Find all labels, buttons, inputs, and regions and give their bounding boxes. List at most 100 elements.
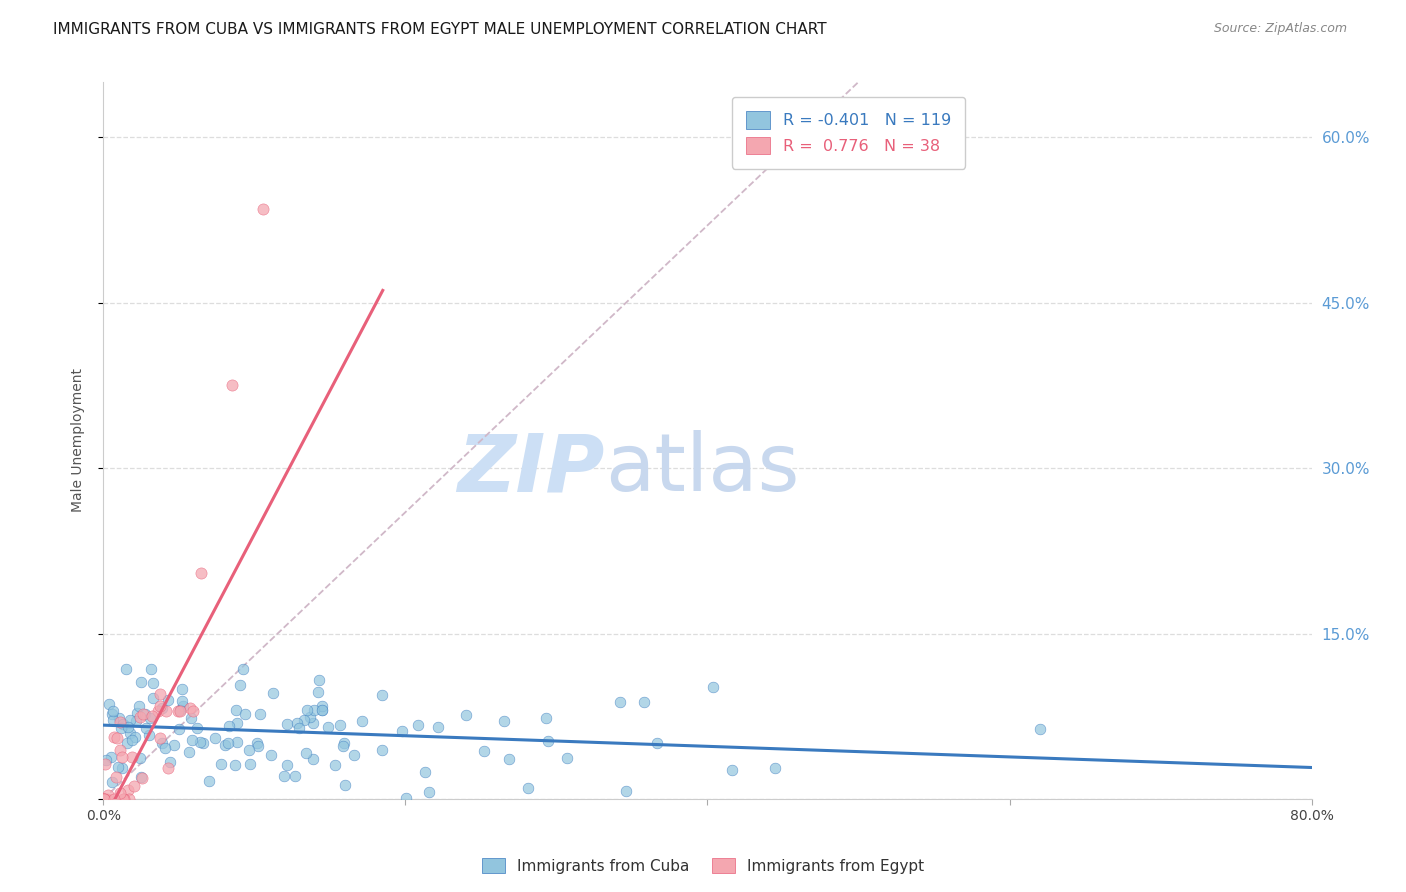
Point [283, 769, 305, 783]
Point [332, 739, 354, 753]
Point [517, 780, 540, 795]
Point [413, 765, 436, 780]
Point [276, 757, 298, 772]
Point [226, 716, 249, 731]
Point [153, 741, 176, 756]
Point [249, 706, 271, 721]
Point [183, 704, 205, 718]
Point [352, 714, 374, 728]
Point [537, 733, 560, 747]
Point [148, 704, 170, 718]
Point [155, 704, 177, 718]
Point [104, 770, 127, 784]
Point [218, 719, 240, 733]
Point [107, 760, 129, 774]
Point [121, 750, 143, 764]
Point [141, 708, 163, 723]
Point [190, 566, 212, 580]
Point [141, 662, 163, 676]
Point [229, 677, 252, 691]
Point [118, 792, 141, 806]
Point [1029, 722, 1052, 736]
Point [150, 736, 173, 750]
Point [294, 746, 316, 760]
Point [316, 720, 339, 734]
Point [132, 706, 155, 721]
Point [149, 731, 172, 745]
Point [150, 700, 173, 714]
Point [333, 778, 356, 792]
Point [128, 698, 150, 713]
Point [115, 662, 138, 676]
Point [418, 785, 440, 799]
Point [721, 764, 744, 778]
Point [117, 783, 139, 797]
Point [702, 681, 724, 695]
Point [245, 736, 267, 750]
Text: atlas: atlas [605, 430, 799, 508]
Point [135, 721, 157, 735]
Point [273, 768, 295, 782]
Point [127, 706, 149, 720]
Point [370, 688, 392, 702]
Point [129, 771, 152, 785]
Point [311, 703, 333, 717]
Point [239, 757, 262, 772]
Point [108, 743, 131, 757]
Point [97, 697, 120, 711]
Point [285, 715, 308, 730]
Point [108, 786, 131, 800]
Point [198, 774, 221, 789]
Point [209, 757, 232, 772]
Point [103, 792, 125, 806]
Point [128, 710, 150, 724]
Point [307, 685, 329, 699]
Point [221, 378, 243, 392]
Point [472, 744, 495, 758]
Point [93, 792, 115, 806]
Point [94, 792, 117, 806]
Point [101, 704, 124, 718]
Point [456, 708, 478, 723]
Y-axis label: Male Unemployment: Male Unemployment [72, 368, 86, 513]
Point [93, 792, 115, 806]
Point [156, 692, 179, 706]
Point [105, 731, 128, 745]
Point [128, 751, 150, 765]
Point [163, 738, 186, 752]
Point [180, 711, 202, 725]
Point [111, 761, 134, 775]
Point [224, 757, 246, 772]
Point [311, 703, 333, 717]
Point [169, 722, 191, 736]
Point [120, 725, 142, 739]
Point [101, 714, 124, 728]
Point [494, 714, 516, 729]
Point [122, 779, 145, 793]
Legend: Immigrants from Cuba, Immigrants from Egypt: Immigrants from Cuba, Immigrants from Eg… [475, 852, 931, 880]
Point [406, 718, 429, 732]
Point [169, 703, 191, 717]
Point [534, 711, 557, 725]
Point [172, 699, 194, 714]
Point [232, 663, 254, 677]
Point [498, 751, 520, 765]
Point [138, 729, 160, 743]
Point [169, 704, 191, 718]
Point [101, 706, 124, 721]
Point [125, 714, 148, 728]
Point [252, 202, 274, 216]
Point [131, 771, 153, 785]
Point [247, 739, 270, 753]
Point [288, 721, 311, 735]
Point [131, 675, 153, 690]
Point [323, 758, 346, 772]
Point [555, 751, 578, 765]
Point [181, 733, 204, 747]
Point [217, 736, 239, 750]
Point [111, 750, 134, 764]
Point [149, 699, 172, 714]
Point [94, 753, 117, 767]
Point [186, 721, 208, 735]
Point [308, 673, 330, 688]
